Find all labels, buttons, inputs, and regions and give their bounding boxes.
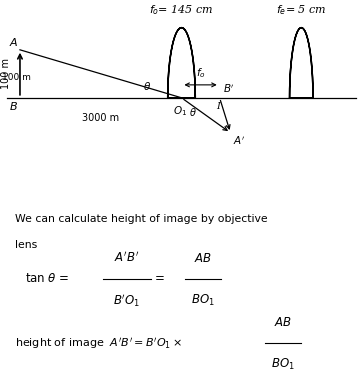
Text: height of image  $A'B' = B'O_1 \times$: height of image $A'B' = B'O_1 \times$ [15,336,182,351]
Text: $f_o$= 145 cm: $f_o$= 145 cm [149,3,214,17]
Text: $B'O_1$: $B'O_1$ [113,293,141,309]
Text: I: I [216,102,220,111]
Text: $A'B'$: $A'B'$ [114,250,140,265]
Text: 3000 m: 3000 m [82,113,119,123]
Text: $B'$: $B'$ [223,82,234,95]
Text: $BO_1$: $BO_1$ [191,293,215,308]
Text: $AB$: $AB$ [194,252,212,265]
Text: 100 m: 100 m [2,73,31,82]
Text: $O_1$: $O_1$ [173,104,187,118]
Text: $\theta$: $\theta$ [189,106,197,118]
Text: We can calculate height of image by objective: We can calculate height of image by obje… [15,214,267,224]
Text: $A$: $A$ [9,36,18,48]
Text: $AB$: $AB$ [274,316,292,329]
Text: $f_e$= 5 cm: $f_e$= 5 cm [276,3,327,17]
Text: $f_o$: $f_o$ [196,66,205,80]
Text: $A'$: $A'$ [233,135,246,147]
Text: $B$: $B$ [9,100,18,112]
Text: lens: lens [15,240,37,250]
Text: $BO_1$: $BO_1$ [271,357,295,369]
Text: 100 m: 100 m [1,58,11,89]
Text: $\theta$: $\theta$ [143,80,151,92]
Text: =: = [155,272,165,285]
Text: tan $\theta$ =: tan $\theta$ = [25,272,70,285]
